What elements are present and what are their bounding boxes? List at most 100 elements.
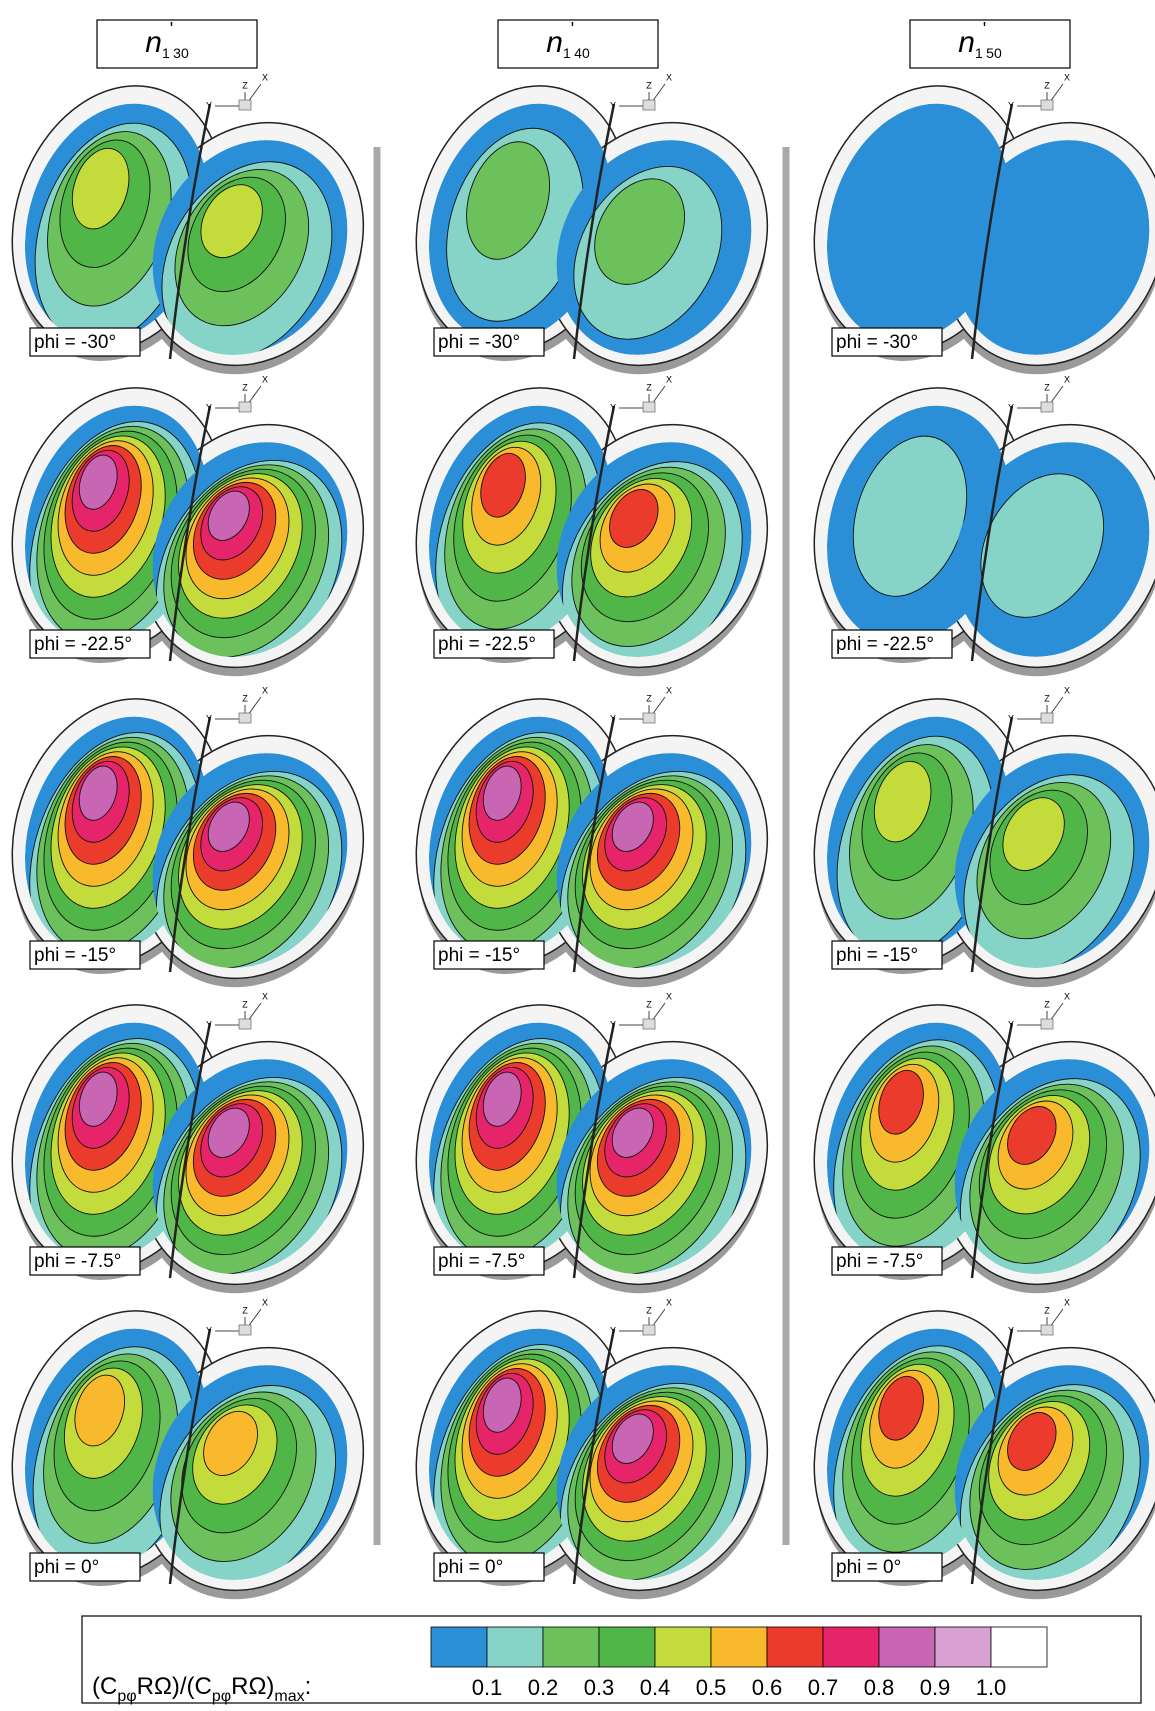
column-header: n1'50 bbox=[958, 19, 1002, 61]
panel-label: phi = -7.5° bbox=[438, 1251, 525, 1272]
axis-triad: Y Z X bbox=[1008, 1297, 1070, 1335]
axis-label: Y bbox=[206, 100, 212, 110]
triad-cube bbox=[1040, 1324, 1054, 1336]
blade-seam bbox=[970, 405, 1014, 662]
lobe bbox=[556, 1365, 752, 1600]
colorbar-tick-label: 0.9 bbox=[920, 1675, 951, 1700]
lobe bbox=[428, 405, 613, 658]
colorbar-swatch bbox=[822, 1626, 880, 1668]
axis-triad: Y Z X bbox=[206, 685, 268, 723]
panel-label-box bbox=[831, 1552, 943, 1582]
label-part: pφ bbox=[212, 1688, 231, 1705]
contour-level bbox=[200, 184, 263, 258]
triad-cube bbox=[1040, 1018, 1054, 1030]
contour-panel: Y Z X phi = -30° bbox=[813, 72, 1155, 375]
contour-level bbox=[482, 1377, 522, 1433]
contour-level bbox=[78, 1071, 118, 1127]
panel-label-box bbox=[831, 629, 953, 659]
lobe bbox=[826, 1022, 1011, 1275]
triad-cube bbox=[238, 1018, 252, 1030]
panel-label: phi = -30° bbox=[836, 332, 918, 353]
axis-label: X bbox=[666, 685, 672, 695]
panel-label: phi = -22.5° bbox=[438, 634, 536, 655]
axis-label: Z bbox=[1044, 1305, 1050, 1315]
axis-triad: Y Z X bbox=[610, 991, 672, 1029]
panel-label: phi = -22.5° bbox=[34, 634, 132, 655]
triad-cube bbox=[642, 1018, 656, 1030]
blade-seam bbox=[970, 1022, 1014, 1279]
label-part: max bbox=[274, 1688, 304, 1705]
lobe bbox=[954, 753, 1150, 974]
panel-label-box bbox=[433, 1552, 545, 1582]
colorbar-swatch bbox=[430, 1626, 488, 1668]
colorbar-tick-label: 0.4 bbox=[640, 1675, 671, 1700]
contour-level bbox=[207, 1107, 250, 1158]
axis-label: Z bbox=[242, 693, 248, 703]
contour-level bbox=[482, 1071, 522, 1127]
header-base: n bbox=[958, 26, 975, 59]
panel-label: phi = -30° bbox=[438, 332, 520, 353]
lobe bbox=[152, 1059, 348, 1294]
label-part: RΩ)/(C bbox=[137, 1673, 212, 1700]
panel-label: phi = -7.5° bbox=[836, 1251, 923, 1272]
contour-level bbox=[480, 452, 526, 518]
header-sup: ' bbox=[571, 19, 574, 39]
colorbar-label: (CpφRΩ)/(CpφRΩ)max: bbox=[92, 1673, 311, 1705]
colorbar-tick-label: 0.7 bbox=[808, 1675, 839, 1700]
axis-label: Z bbox=[1044, 693, 1050, 703]
header-sub2: 50 bbox=[986, 45, 1002, 61]
axis-label: Y bbox=[1008, 1325, 1014, 1335]
colorbar-tick-label: 0.5 bbox=[696, 1675, 727, 1700]
lobe bbox=[152, 753, 348, 988]
header-box bbox=[909, 19, 1071, 69]
header-sup: ' bbox=[170, 19, 173, 39]
triad-cube bbox=[238, 401, 252, 413]
lobe bbox=[24, 716, 209, 975]
panel-label-box bbox=[433, 629, 555, 659]
header-sub: 1 bbox=[563, 45, 571, 61]
axis-triad: Y Z X bbox=[610, 685, 672, 723]
contour-level bbox=[611, 1413, 654, 1464]
contour-level bbox=[203, 1410, 258, 1476]
axis-triad: Y Z X bbox=[206, 1297, 268, 1335]
triad-cube bbox=[1040, 99, 1054, 111]
blade-seam bbox=[572, 1328, 616, 1585]
axis-label: Y bbox=[610, 402, 616, 412]
contour-level bbox=[207, 490, 250, 541]
blade-seam bbox=[168, 1328, 212, 1585]
axis-label: X bbox=[262, 991, 268, 1001]
lobe bbox=[954, 140, 1150, 355]
contour-level bbox=[71, 147, 130, 230]
lobe bbox=[556, 753, 752, 988]
axis-triad: Y Z X bbox=[610, 1297, 672, 1335]
axis-label: Z bbox=[646, 80, 652, 90]
blade-seam bbox=[168, 103, 212, 360]
axis-label: Z bbox=[646, 693, 652, 703]
lobe bbox=[556, 1059, 752, 1294]
axis-label: Z bbox=[242, 999, 248, 1009]
panel-label: phi = -30° bbox=[34, 332, 116, 353]
blade-seam bbox=[572, 716, 616, 973]
triad-cube bbox=[642, 712, 656, 724]
axis-triad: Y Z X bbox=[1008, 72, 1070, 110]
blade-seam bbox=[970, 1328, 1014, 1585]
axis-triad: Y Z X bbox=[1008, 374, 1070, 412]
panel-label-box bbox=[831, 940, 943, 970]
colorbar-swatch bbox=[542, 1626, 600, 1668]
axis-triad: Y Z X bbox=[1008, 685, 1070, 723]
triad-cube bbox=[238, 712, 252, 724]
blade-seam bbox=[572, 1022, 616, 1279]
axis-triad: Y Z X bbox=[610, 72, 672, 110]
contour-panel: Y Z X phi = -30° bbox=[415, 72, 769, 375]
contour-level bbox=[1007, 1106, 1057, 1165]
contour-level bbox=[1007, 1412, 1057, 1471]
colorbar-swatch bbox=[766, 1626, 824, 1668]
contour-level bbox=[78, 765, 118, 821]
